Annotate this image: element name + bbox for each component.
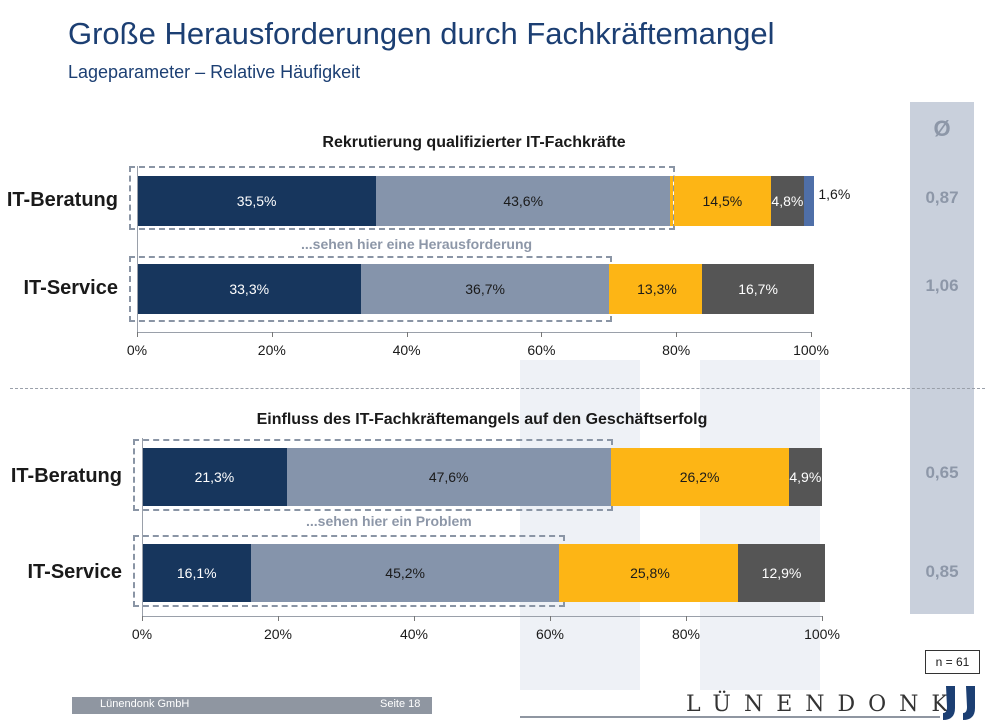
x-tick [541,332,543,337]
x-tick-label: 20% [263,626,293,642]
data-label: 1,6% [818,186,851,202]
x-tick-label: 80% [671,626,701,642]
x-tick-label: 0% [126,342,148,358]
watermark-shape-right [700,360,820,690]
x-tick-label: 60% [527,342,556,358]
category-label: IT-Beratung [6,189,118,211]
page-title: Große Herausforderungen durch Fachkräfte… [68,16,775,51]
bar-segment: 16,1% [142,544,252,602]
category-label: IT-Beratung [10,465,122,487]
bar-segment: 35,5% [137,176,377,226]
average-value: 0,65 [925,463,959,482]
bar-segment: 33,3% [137,264,362,314]
bar-segment: 21,3% [142,448,287,506]
average-value: 0,87 [925,188,959,207]
company-logo-text: LÜNENDONK [686,692,961,717]
bar-segment: 12,9% [737,544,826,602]
x-tick-label: 100% [804,626,840,642]
x-tick-label: 40% [399,626,429,642]
bar-segment: 25,8% [562,544,738,602]
x-tick-label: 80% [662,342,691,358]
page-subtitle: Lageparameter – Relative Häufigkeit [68,62,361,82]
x-tick [550,616,551,621]
sample-size-note: n = 61 [925,650,980,674]
footer-line [520,716,940,718]
bar-segment: 14,5% [673,176,772,226]
x-tick [414,616,415,621]
x-tick [686,616,687,621]
average-heading: Ø [933,116,951,141]
x-tick [406,332,408,337]
x-tick [271,332,273,337]
bar-segment: 36,7% [361,264,609,314]
x-tick [137,332,138,337]
bar-segment [803,176,815,226]
x-tick-label: 20% [257,342,286,358]
bar-segment: 45,2% [251,544,559,602]
category-label: IT-Service [27,561,122,583]
average-value: 1,06 [925,276,959,295]
panel-divider [10,388,985,389]
x-tick-label: 0% [131,626,153,642]
y-axis-line [142,438,143,616]
bar-segment [670,176,674,226]
x-tick [142,616,143,621]
bar-segment: 13,3% [612,264,702,314]
highlight-note: ...sehen hier eine Herausforderung [297,236,537,252]
company-logo-mark-icon [943,686,975,720]
category-label: IT-Service [23,277,118,299]
y-axis-line [137,166,138,332]
x-tick [278,616,279,621]
bar-segment: 4,8% [771,176,804,226]
footer-company: Lünendonk GmbH [100,698,190,710]
x-tick [676,332,678,337]
bar-segment [558,544,563,602]
x-tick [811,332,812,337]
x-tick-label: 100% [793,342,829,358]
footer-page-number: Seite 18 [380,698,421,710]
footer-bar [72,697,432,714]
x-axis-line [142,616,822,617]
chart-title: Rekrutierung qualifizierter IT-Fachkräft… [322,134,626,151]
bar-segment: 16,7% [701,264,815,314]
x-axis-line [137,332,811,333]
watermark-shape-left [520,360,640,690]
highlight-note: ...sehen hier ein Problem [302,513,476,529]
average-column [910,102,974,614]
x-tick-label: 40% [392,342,421,358]
bar-segment: 26,2% [610,448,789,506]
chart-title: Einfluss des IT-Fachkräftemangels auf de… [256,411,708,428]
x-tick [822,616,823,621]
bar-segment: 4,9% [788,448,822,506]
x-tick-label: 60% [535,626,565,642]
bar-segment: 43,6% [376,176,671,226]
bar-segment: 47,6% [286,448,611,506]
bar-segment [608,264,613,314]
average-value: 0,85 [925,562,959,581]
